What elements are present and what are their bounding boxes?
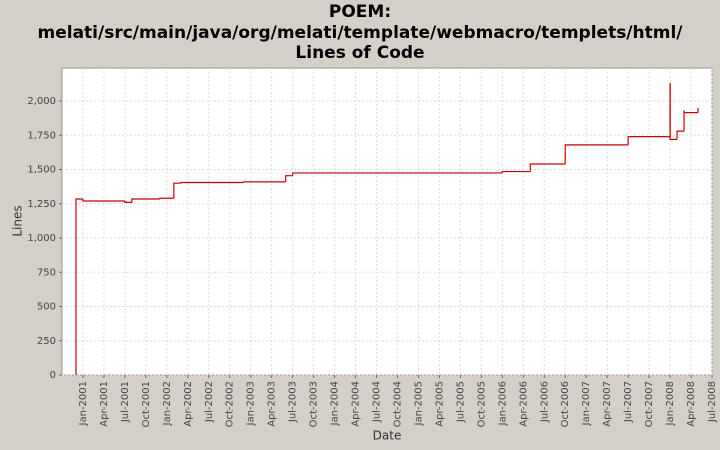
step-segment [131,198,160,203]
plot-area [61,67,713,376]
x-tick-label: Oct-2004 [392,381,403,427]
x-tick-label: Apr-2007 [602,381,613,427]
x-tick-label: Jan-2005 [413,381,424,426]
x-tick-label: Oct-2003 [309,381,320,427]
x-tick-label: Apr-2004 [351,381,362,427]
x-tick-label: Jul-2006 [539,381,550,423]
x-tick-label: Oct-2001 [141,381,152,427]
y-tick-label: 1,000 [27,233,56,244]
y-axis-label: Lines [11,205,25,236]
step-segment [243,181,286,183]
step-segment [75,198,83,375]
x-tick-label: Jul-2004 [372,381,383,423]
x-tick-label: Apr-2008 [686,381,697,427]
x-tick-label: Oct-2006 [560,381,571,427]
x-tick-label: Apr-2002 [183,381,194,427]
y-tick-label: 1,250 [27,199,56,210]
x-tick-label: Apr-2001 [99,381,110,427]
y-tick-label: 250 [37,336,56,347]
x-tick-label: Jan-2002 [162,381,173,426]
step-segment [82,198,125,202]
y-tick-label: 1,750 [27,130,56,141]
step-segment [180,181,244,184]
x-tick-label: Jan-2001 [78,381,89,426]
step-segment [292,172,503,176]
y-tick-label: 0 [50,370,56,381]
x-tick-label: Apr-2005 [434,381,445,427]
x-axis-label: Date [373,429,402,443]
step-segment [501,170,531,173]
x-tick-label: Jul-2003 [288,381,299,423]
x-tick-label: Jan-2007 [581,381,592,426]
x-tick-label: Oct-2002 [225,381,236,427]
step-segment [627,136,671,145]
chart-title: Lines of Code [295,43,424,63]
step-segment [529,163,566,172]
step-segment [683,110,699,114]
x-tick-label: Jul-2001 [120,381,131,423]
x-tick-label: Jul-2005 [455,381,466,423]
x-tick-label: Jul-2002 [204,381,215,423]
step-segment [159,197,174,199]
x-tick-label: Jan-2006 [497,381,508,426]
x-tick-label: Oct-2005 [476,381,487,427]
step-segment [676,130,685,140]
step-segment [173,182,181,199]
step-segment [285,175,293,182]
step-segment [564,144,629,147]
x-tick-label: Jan-2004 [330,381,341,426]
x-tick-label: Jul-2008 [707,381,718,423]
x-tick-label: Apr-2006 [518,381,529,427]
step-segment [669,136,678,140]
x-tick-label: Jan-2008 [665,381,676,426]
x-tick-label: Oct-2007 [644,381,655,427]
y-tick-label: 500 [37,302,56,313]
y-tick-label: 2,000 [27,96,56,107]
y-tick-label: 1,500 [27,165,56,176]
step-segment [124,201,132,203]
x-tick-label: Apr-2003 [267,381,278,427]
x-tick-label: Jul-2007 [623,381,634,423]
y-tick-label: 750 [37,267,56,278]
x-tick-label: Jan-2003 [246,381,257,426]
chart-title: melati/src/main/java/org/melati/template… [38,23,684,43]
chart-title: POEM: [329,2,391,22]
